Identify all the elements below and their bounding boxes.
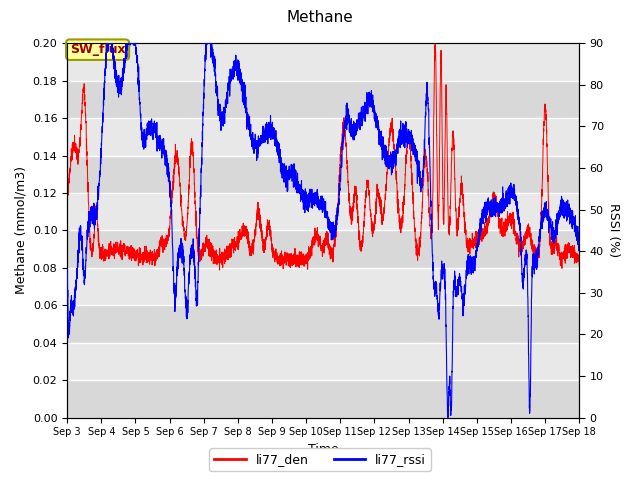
Text: SW_flux: SW_flux: [70, 43, 125, 56]
Bar: [67, 230, 579, 268]
Bar: [67, 268, 579, 305]
Text: Methane: Methane: [287, 10, 353, 24]
Bar: [67, 305, 579, 343]
Bar: [67, 193, 579, 230]
X-axis label: Time: Time: [308, 443, 339, 456]
Bar: [67, 118, 579, 156]
Bar: [67, 43, 579, 81]
Legend: li77_den, li77_rssi: li77_den, li77_rssi: [209, 448, 431, 471]
Y-axis label: Methane (mmol/m3): Methane (mmol/m3): [14, 167, 27, 294]
Bar: [67, 156, 579, 193]
Bar: [67, 380, 579, 418]
Y-axis label: RSSI (%): RSSI (%): [607, 204, 620, 257]
Bar: [67, 343, 579, 380]
Bar: [67, 81, 579, 118]
